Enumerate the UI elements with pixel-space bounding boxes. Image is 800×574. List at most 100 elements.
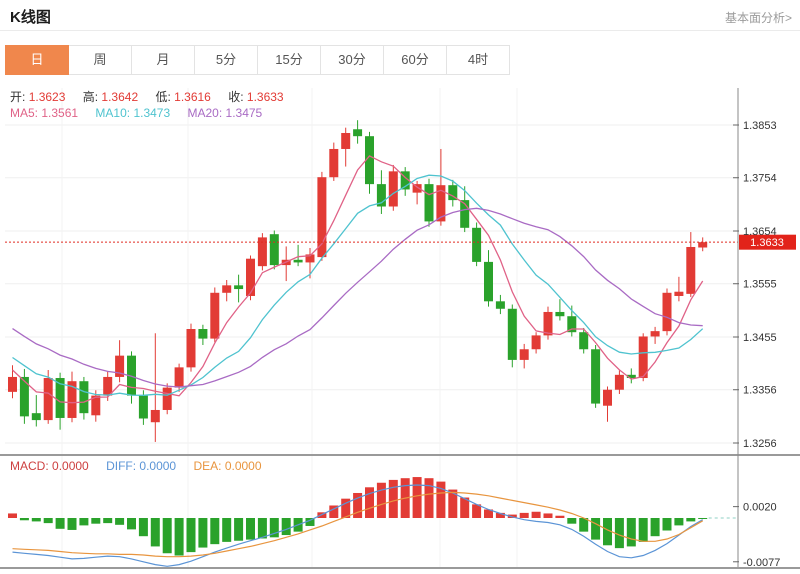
macd-panel [8,477,737,567]
candle-body [162,387,172,410]
candle-body [495,301,505,309]
tab-5min[interactable]: 5分 [195,45,258,75]
macd-bar [8,513,17,518]
candle-body [507,308,517,360]
macd-bar [448,489,458,518]
macd-bar [543,513,553,518]
price-tick-label: 1.3654 [743,226,777,238]
period-tabs: 日 周 月 5分 15分 30分 60分 4时 [5,45,510,75]
macd-bar [555,515,565,518]
kline-chart-canvas[interactable]: 1.3633 1.3853 1.3754 1.3654 1.3555 1.3455 1.33… [0,80,800,574]
macd-bar [198,518,208,548]
tab-15min[interactable]: 15分 [258,45,321,75]
ma20-label: MA20: [187,106,223,120]
macd-bar [531,511,541,518]
macd-bar [127,518,136,530]
macd-bar [614,518,624,549]
tab-week[interactable]: 周 [69,45,132,75]
candle-body [412,184,422,193]
price-tick-label: 1.3555 [743,279,777,291]
macd-bar [686,518,696,522]
macd-bar [43,518,53,524]
price-axis: 1.3853 1.3754 1.3654 1.3555 1.3455 1.3356 1.32… [733,88,780,569]
macd-bar [138,518,148,537]
macd-bar [103,518,113,524]
candle-body [127,355,136,396]
fundamental-analysis-link[interactable]: 基本面分析> [724,11,792,25]
tab-60min[interactable]: 60分 [384,45,447,75]
candle-body [626,374,636,379]
candle-body [115,355,125,377]
ma5-value: 1.3561 [41,106,79,120]
candle-body [686,246,696,294]
macd-bar [412,477,422,518]
macd-bar [79,518,89,526]
low-value: 1.3616 [174,90,211,104]
macd-bar [269,518,279,538]
macd-bar [186,518,196,553]
dea-label: DEA: [193,459,222,473]
close-value: 1.3633 [246,90,284,104]
macd-bar [210,518,220,545]
macd-label: MACD: [10,459,49,473]
candle-body [448,185,458,201]
candle-body [555,311,565,317]
candle-body [400,171,410,190]
candle-body [341,132,351,149]
open-label: 开: [10,90,26,104]
candle-body [388,171,398,207]
low-label: 低: [155,90,171,104]
macd-bar [436,481,446,518]
candle-body [638,336,648,379]
bottom-border [0,567,800,569]
tab-day[interactable]: 日 [5,45,69,75]
candle-body [614,374,624,390]
candle-body [103,376,113,396]
macd-bar [674,518,684,526]
diff-value: 0.0000 [139,459,177,473]
candle-body [674,291,684,296]
tab-4hour[interactable]: 4时 [447,45,510,75]
price-tick-label: 1.3256 [743,438,777,450]
macd-bar [91,518,101,524]
macd-bar [519,512,529,518]
price-tick-label: 1.3754 [743,173,777,185]
ma10-label: MA10: [95,106,131,120]
macd-tick-label: -0.0077 [743,557,780,569]
candle-body [293,259,303,263]
candle-body [424,184,434,222]
close-label: 收: [228,90,244,104]
macd-bar [388,479,398,518]
candle-body [67,381,77,418]
macd-bar [115,518,125,525]
high-label: 高: [82,90,99,104]
macd-bar [246,518,255,540]
candle-body [234,285,244,290]
macd-bar [638,518,648,542]
macd-bar [174,518,184,556]
macd-bar [341,498,351,518]
macd-bar [67,518,77,530]
price-tick-label: 1.3356 [743,385,777,397]
tab-month[interactable]: 月 [132,45,195,75]
ma20-line [12,207,703,388]
header: K线图 基本面分析> [0,0,800,31]
candle-body [698,242,708,248]
candle-body [198,329,208,339]
ohlc-legend: 开: 1.3623 高: 1.3642 低: 1.3616 收: 1.3633 [10,88,298,105]
macd-tick-label: 0.0020 [743,502,777,514]
ma20-value: 1.3475 [225,106,263,120]
candle-body [19,376,29,417]
macd-bar [591,518,601,540]
dea-value: 0.0000 [224,459,262,473]
candle-body [210,292,220,339]
candle-body [317,177,327,258]
panel-separator [0,454,800,456]
tab-30min[interactable]: 30分 [321,45,384,75]
macd-bar [19,518,29,521]
candle-body [246,258,255,296]
candle-body [257,237,267,267]
candle-body [91,395,101,416]
candle-body [186,329,196,368]
